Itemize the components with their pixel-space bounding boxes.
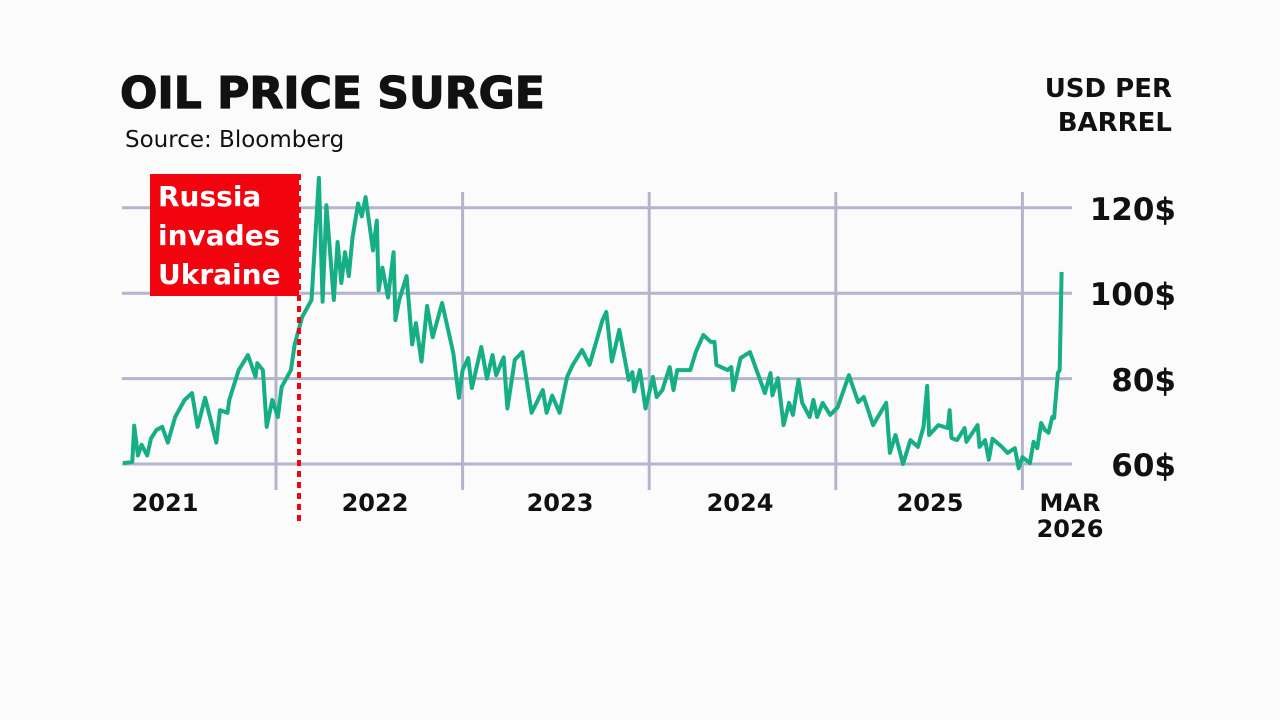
- event-annotation-label: Russia invades Ukraine: [158, 180, 281, 291]
- series-group: [122, 175, 1064, 471]
- y-axis-unit-label: USD PER BARREL: [1044, 74, 1172, 138]
- y-tick-label: 80$: [1111, 362, 1176, 399]
- x-tick-label: MAR 2026: [1036, 489, 1104, 543]
- chart-source: Source: Bloomberg: [125, 127, 345, 153]
- oil-price-line: [122, 175, 1064, 471]
- x-tick-label: 2023: [526, 489, 594, 517]
- chart-title: OIL PRICE SURGE: [119, 67, 545, 119]
- x-tick-label: 2024: [706, 489, 774, 517]
- x-tick-label: 2025: [896, 489, 964, 517]
- x-tick-label: 2021: [131, 489, 199, 517]
- y-tick-label: 100$: [1089, 277, 1176, 314]
- y-tick-label: 60$: [1111, 448, 1176, 484]
- event-annotation-box: [150, 174, 299, 296]
- y-tick-label: 120$: [1089, 191, 1176, 228]
- x-tick-label: 2022: [341, 489, 409, 517]
